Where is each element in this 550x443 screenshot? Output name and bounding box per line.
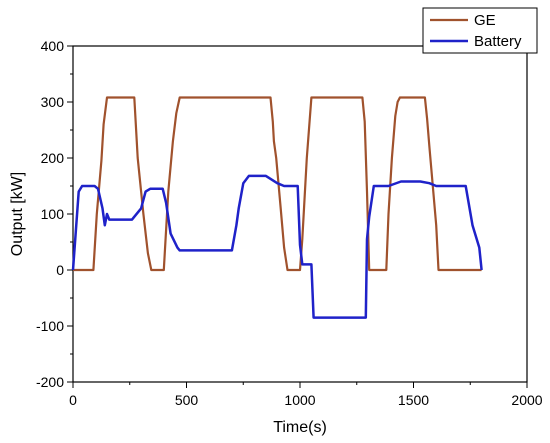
series-line-battery [71, 174, 483, 319]
x-tick-label: 1000 [284, 392, 315, 408]
x-tick-label: 500 [175, 392, 199, 408]
y-tick-label: -100 [36, 318, 64, 334]
legend-box [422, 7, 538, 54]
y-tick-label: 0 [56, 262, 64, 278]
legend-label-battery: Battery [474, 33, 522, 50]
x-tick-label: 2000 [511, 392, 542, 408]
series-line-ge [73, 96, 482, 272]
y-tick-label: 400 [41, 38, 65, 54]
x-axis-title: Time(s) [273, 419, 327, 436]
y-tick-label: -200 [36, 374, 64, 390]
y-tick-label: 300 [41, 94, 65, 110]
y-axis-title: Output [kW] [9, 172, 26, 256]
axis-ticks: 0 500 1000 1500 2000 -200 -100 0 100 200 300 400 [36, 38, 543, 408]
x-tick-label: 0 [69, 392, 77, 408]
series-group [71, 96, 483, 319]
y-tick-label: 200 [41, 150, 65, 166]
y-tick-label: 100 [41, 206, 65, 222]
legend: GE Battery [422, 7, 538, 54]
legend-label-ge: GE [474, 12, 496, 29]
x-tick-label: 1500 [398, 392, 429, 408]
